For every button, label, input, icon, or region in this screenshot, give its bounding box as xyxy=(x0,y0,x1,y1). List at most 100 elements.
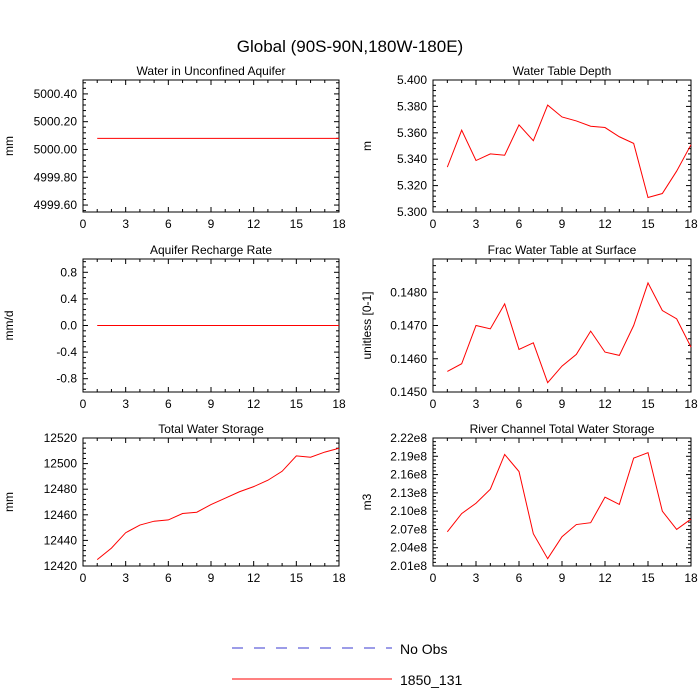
y-tick-label: 0.1460 xyxy=(390,352,427,366)
panel-title: River Channel Total Water Storage xyxy=(470,422,655,436)
x-tick-label: 0 xyxy=(80,571,87,585)
y-axis-label: unitless [0-1] xyxy=(360,291,374,359)
x-tick-label: 18 xyxy=(332,571,346,585)
legend-no-obs-label: No Obs xyxy=(400,641,447,657)
y-tick-label: 5.360 xyxy=(397,126,427,140)
x-tick-label: 12 xyxy=(598,217,612,231)
y-tick-label: -0.8 xyxy=(56,372,77,386)
panel-title: Frac Water Table at Surface xyxy=(488,243,637,257)
x-tick-label: 12 xyxy=(247,571,261,585)
y-tick-label: 5000.40 xyxy=(34,87,78,101)
panel-title: Total Water Storage xyxy=(158,422,264,436)
x-tick-label: 6 xyxy=(516,217,523,231)
y-tick-label: 2.19e8 xyxy=(390,449,427,463)
y-tick-label: 4999.80 xyxy=(34,170,78,184)
legend: No Obs 1850_131 xyxy=(232,641,463,688)
y-tick-label: 12420 xyxy=(44,559,78,573)
panel-water-table-depth: Water Table Depth 0 3 6 9 12 15 18 5.300 5.320 5.3… xyxy=(360,64,698,231)
x-tick-label: 18 xyxy=(684,217,698,231)
y-axis-label: mm/d xyxy=(2,311,16,341)
plot-frame xyxy=(82,437,340,567)
x-tick-label: 9 xyxy=(208,397,215,411)
x-tick-label: 18 xyxy=(332,397,346,411)
y-axis-label: m xyxy=(360,141,374,151)
x-tick-label: 3 xyxy=(122,571,129,585)
x-tick-label: 9 xyxy=(559,397,566,411)
x-tick-label: 9 xyxy=(208,217,215,231)
y-axis-label: mm xyxy=(2,492,16,512)
y-tick-label: 5.380 xyxy=(397,99,427,113)
x-tick-label: 6 xyxy=(165,571,172,585)
y-tick-label: 0.1450 xyxy=(390,385,427,399)
y-tick-label: 2.01e8 xyxy=(390,559,427,573)
y-tick-label: 12480 xyxy=(44,482,78,496)
x-tick-label: 9 xyxy=(559,571,566,585)
y-tick-label: 12460 xyxy=(44,508,78,522)
y-tick-label: 5000.20 xyxy=(34,115,78,129)
x-tick-label: 6 xyxy=(516,571,523,585)
x-tick-label: 15 xyxy=(641,397,655,411)
panels: Water in Unconfined Aquifer 0 3 6 9 12 15 18 499… xyxy=(2,64,698,585)
x-tick-label: 9 xyxy=(559,217,566,231)
plot-frame xyxy=(432,79,692,213)
x-tick-label: 6 xyxy=(165,217,172,231)
series-line-1850-131 xyxy=(96,447,340,560)
x-tick-label: 15 xyxy=(641,217,655,231)
x-tick-label: 0 xyxy=(430,397,437,411)
y-tick-label: 5.320 xyxy=(397,179,427,193)
y-tick-label: 12500 xyxy=(44,457,78,471)
plot-frame xyxy=(82,79,340,213)
plot-frame xyxy=(432,437,692,567)
series-line-1850-131 xyxy=(446,104,692,199)
y-tick-label: 2.04e8 xyxy=(390,541,427,555)
x-tick-label: 0 xyxy=(80,217,87,231)
x-tick-label: 12 xyxy=(247,217,261,231)
x-tick-label: 15 xyxy=(290,397,304,411)
panel-title: Aquifer Recharge Rate xyxy=(150,243,272,257)
y-tick-label: 5.400 xyxy=(397,73,427,87)
series-line-1850-131 xyxy=(446,451,692,560)
plot-frame xyxy=(432,258,692,393)
y-tick-label: 2.22e8 xyxy=(390,431,427,445)
y-tick-label: 0.1480 xyxy=(390,285,427,299)
x-tick-label: 0 xyxy=(430,217,437,231)
x-tick-label: 12 xyxy=(598,571,612,585)
y-tick-label: 2.07e8 xyxy=(390,522,427,536)
x-tick-label: 9 xyxy=(208,571,215,585)
x-tick-label: 18 xyxy=(684,571,698,585)
x-tick-label: 3 xyxy=(473,397,480,411)
y-tick-label: 5.340 xyxy=(397,152,427,166)
panel-title: Water in Unconfined Aquifer xyxy=(137,64,286,78)
y-tick-label: 0.1470 xyxy=(390,319,427,333)
x-tick-label: 15 xyxy=(290,217,304,231)
y-tick-label: 2.10e8 xyxy=(390,504,427,518)
y-tick-label: 2.16e8 xyxy=(390,468,427,482)
x-tick-label: 3 xyxy=(122,397,129,411)
x-tick-label: 3 xyxy=(473,217,480,231)
x-tick-label: 18 xyxy=(332,217,346,231)
panel-title: Water Table Depth xyxy=(513,64,612,78)
panel-water-in-unconfined-aquifer: Water in Unconfined Aquifer 0 3 6 9 12 15 18 499… xyxy=(2,64,346,231)
panel-total-water-storage: Total Water Storage 0 3 6 9 12 15 18 12420 12440 1… xyxy=(2,422,346,585)
x-tick-label: 18 xyxy=(684,397,698,411)
y-tick-label: 0.8 xyxy=(60,265,77,279)
series-line-1850-131 xyxy=(447,281,692,384)
y-tick-label: 0.0 xyxy=(60,319,77,333)
panel-aquifer-recharge-rate: Aquifer Recharge Rate 0 3 6 9 12 15 18 -0.8 -0.4 0… xyxy=(2,243,346,411)
x-tick-label: 6 xyxy=(516,397,523,411)
x-tick-label: 0 xyxy=(430,571,437,585)
y-tick-label: 2.13e8 xyxy=(390,486,427,500)
y-tick-label: 5.300 xyxy=(397,205,427,219)
y-tick-label: 0.4 xyxy=(60,292,77,306)
x-tick-label: 12 xyxy=(247,397,261,411)
y-tick-label: 5000.00 xyxy=(34,142,78,156)
y-tick-label: 12440 xyxy=(44,533,78,547)
x-tick-label: 6 xyxy=(165,397,172,411)
figure-title: Global (90S-90N,180W-180E) xyxy=(237,37,463,56)
panel-river-channel-total-water-storage: River Channel Total Water Storage 0 3 6 9 12 1… xyxy=(360,422,698,585)
y-axis-label: m3 xyxy=(360,493,374,510)
x-tick-label: 15 xyxy=(290,571,304,585)
x-tick-label: 12 xyxy=(598,397,612,411)
